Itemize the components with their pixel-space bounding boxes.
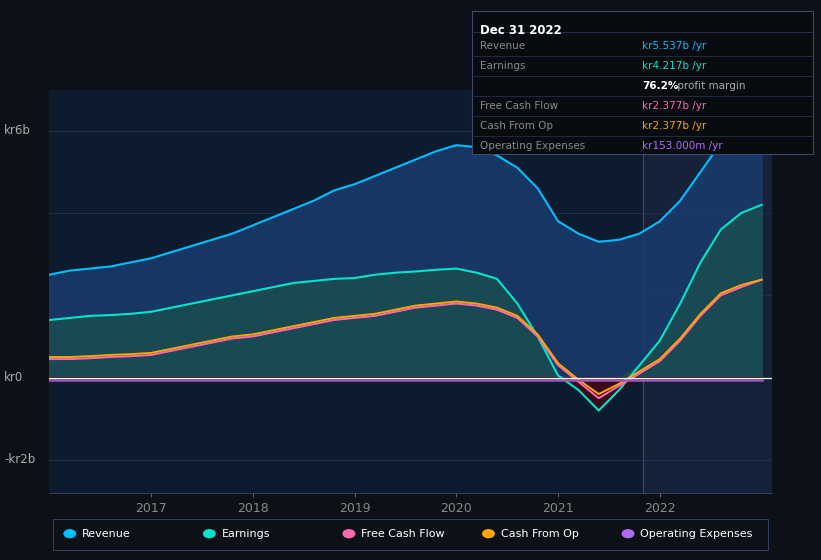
Text: kr6b: kr6b <box>4 124 31 137</box>
Text: 76.2%: 76.2% <box>643 81 679 91</box>
Text: -kr2b: -kr2b <box>4 454 35 466</box>
Bar <box>643 90 772 493</box>
Text: Dec 31 2022: Dec 31 2022 <box>480 24 562 36</box>
Text: kr153.000m /yr: kr153.000m /yr <box>643 141 723 151</box>
Text: kr2.377b /yr: kr2.377b /yr <box>643 121 707 131</box>
Text: Cash From Op: Cash From Op <box>480 121 553 131</box>
Text: Operating Expenses: Operating Expenses <box>640 529 753 539</box>
Text: Operating Expenses: Operating Expenses <box>480 141 585 151</box>
Text: Revenue: Revenue <box>82 529 131 539</box>
Text: Free Cash Flow: Free Cash Flow <box>361 529 445 539</box>
Text: kr2.377b /yr: kr2.377b /yr <box>643 101 707 111</box>
Text: Free Cash Flow: Free Cash Flow <box>480 101 558 111</box>
Text: kr0: kr0 <box>4 371 23 384</box>
Text: Earnings: Earnings <box>480 61 525 71</box>
Text: Cash From Op: Cash From Op <box>501 529 579 539</box>
Text: kr5.537b /yr: kr5.537b /yr <box>643 41 707 52</box>
Text: profit margin: profit margin <box>674 81 745 91</box>
Text: kr4.217b /yr: kr4.217b /yr <box>643 61 707 71</box>
Text: Revenue: Revenue <box>480 41 525 52</box>
Text: Earnings: Earnings <box>222 529 270 539</box>
